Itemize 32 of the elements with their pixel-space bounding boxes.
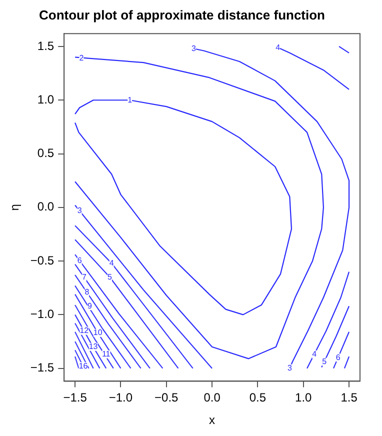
annotation: 11 <box>102 350 111 359</box>
x-tick-label: 0.0 <box>204 390 221 405</box>
x-tick-label: −1.5 <box>63 390 88 405</box>
y-tick-label: −1.5 <box>30 360 54 375</box>
x-axis-title: x <box>209 413 216 428</box>
x-tick-label: 0.5 <box>249 390 266 405</box>
annotation: 10 <box>93 328 103 338</box>
y-tick-label: 1.5 <box>37 38 54 53</box>
annotation: 5 <box>322 357 328 366</box>
x-tick-label: 1.5 <box>340 390 358 405</box>
annotation: 3 <box>77 206 82 215</box>
annotation: 16 <box>78 361 88 370</box>
chart-title: Contour plot of approximate distance function <box>39 7 326 22</box>
annotation: 7 <box>82 272 87 282</box>
annotation: 8 <box>84 287 90 296</box>
annotation: 4 <box>312 350 318 359</box>
x-tick-label: −0.5 <box>154 390 179 405</box>
x-tick-label: −1.0 <box>108 390 133 405</box>
annotation: 2 <box>79 53 84 62</box>
annotation: 6 <box>336 352 341 362</box>
y-tick-label: −1.0 <box>30 306 54 321</box>
y-tick-label: 0.5 <box>37 146 54 160</box>
y-tick-label: −0.5 <box>30 253 54 268</box>
annotation: 12 <box>80 326 90 335</box>
y-tick-label: 0.0 <box>37 200 54 214</box>
y-tick-label: 1.0 <box>37 92 54 106</box>
annotation: 3 <box>192 44 197 53</box>
annotation: 9 <box>87 301 92 310</box>
y-axis-title: η <box>8 204 22 211</box>
x-tick-label: 1.0 <box>295 390 312 405</box>
annotation: 13 <box>88 342 98 352</box>
annotation: 6 <box>77 256 82 266</box>
